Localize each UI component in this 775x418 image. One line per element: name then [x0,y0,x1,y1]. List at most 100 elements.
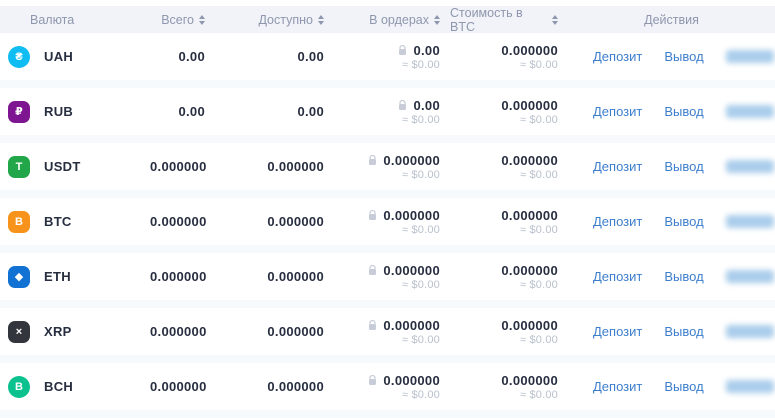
total-value: 0.000000 [150,324,207,339]
actions-cell: Депозит Вывод [568,159,775,174]
actions-cell: Депозит Вывод [568,324,775,339]
blurred-action-button[interactable] [725,325,774,338]
deposit-link[interactable]: Депозит [593,379,643,394]
deposit-link[interactable]: Депозит [593,324,643,339]
eth-icon: ◆ [8,265,30,288]
btc-value-cell: 0.000000 ≈ $0.00 [450,43,568,71]
withdraw-link[interactable]: Вывод [664,104,704,119]
currency-cell: × XRP [0,320,150,343]
wallet-balances-table: Валюта Всего Доступно В ордерах Стоимост… [0,6,775,418]
total-value: 0.000000 [150,159,207,174]
in-orders-cell: 0.00 ≈ $0.00 [334,43,450,71]
total-value: 0.00 [178,104,205,119]
currency-cell: B BCH [0,375,150,398]
btc-icon: B [8,210,30,233]
blurred-action-button[interactable] [725,270,774,283]
in-orders-usd: ≈ $0.00 [401,113,440,126]
sort-icon [199,15,205,25]
deposit-link[interactable]: Депозит [593,104,643,119]
in-orders-usd: ≈ $0.00 [401,223,440,236]
btc-value-usd: ≈ $0.00 [519,388,558,401]
withdraw-link[interactable]: Вывод [664,214,704,229]
total-value: 0.000000 [150,214,207,229]
currency-code: BCH [44,379,74,394]
in-orders-cell: 0.000000 ≈ $0.00 [334,318,450,346]
currency-code: RUB [44,104,74,119]
column-header-in-orders[interactable]: В ордерах [334,13,450,27]
btc-value-usd: ≈ $0.00 [519,58,558,71]
actions-cell: Депозит Вывод [568,379,775,394]
in-orders-value: 0.000000 [383,262,440,278]
withdraw-link[interactable]: Вывод [664,159,704,174]
table-row: T USDT 0.000000 0.000000 0.000000 ≈ $0.0… [0,143,775,198]
sort-icon [318,15,324,25]
table-row: × XRP 0.000000 0.000000 0.000000 ≈ $0.00… [0,308,775,363]
column-header-total-label: Всего [161,13,194,27]
blurred-action-button[interactable] [725,105,774,118]
currency-code: UAH [44,49,74,64]
available-value: 0.000000 [267,379,324,394]
actions-cell: Депозит Вывод [568,49,775,64]
currency-code: XRP [44,324,72,339]
in-orders-value: 0.000000 [383,317,440,333]
bch-icon: B [8,375,30,398]
actions-cell: Депозит Вывод [568,104,775,119]
in-orders-cell: 0.000000 ≈ $0.00 [334,373,450,401]
column-header-available[interactable]: Доступно [215,13,334,27]
in-orders-cell: 0.000000 ≈ $0.00 [334,153,450,181]
withdraw-link[interactable]: Вывод [664,324,704,339]
withdraw-link[interactable]: Вывод [664,379,704,394]
in-orders-usd: ≈ $0.00 [401,388,440,401]
btc-value-usd: ≈ $0.00 [519,113,558,126]
sort-icon [552,15,558,25]
currency-code: USDT [44,159,81,174]
table-row: ₴ UAH 0.00 0.00 0.00 ≈ $0.00 0.000000 ≈ … [0,33,775,88]
btc-value-usd: ≈ $0.00 [519,168,558,181]
lock-icon [368,209,377,221]
btc-value-usd: ≈ $0.00 [519,333,558,346]
column-header-available-label: Доступно [258,13,313,27]
blurred-action-button[interactable] [725,380,774,393]
available-value: 0.000000 [267,269,324,284]
column-header-btc-value-label: Стоимость в BTC [450,6,523,34]
column-header-total[interactable]: Всего [150,13,215,27]
blurred-action-button[interactable] [725,50,774,63]
in-orders-value: 0.000000 [383,372,440,388]
blurred-action-button[interactable] [725,215,774,228]
available-value: 0.000000 [267,159,324,174]
lock-icon [368,319,377,331]
deposit-link[interactable]: Депозит [593,49,643,64]
btc-value-cell: 0.000000 ≈ $0.00 [450,373,568,401]
blurred-action-button[interactable] [725,160,774,173]
withdraw-link[interactable]: Вывод [664,49,704,64]
deposit-link[interactable]: Депозит [593,159,643,174]
total-value: 0.000000 [150,379,207,394]
xrp-icon: × [8,320,30,343]
uah-icon: ₴ [8,45,30,68]
in-orders-value: 0.00 [413,42,440,58]
table-row: ₽ RUB 0.00 0.00 0.00 ≈ $0.00 0.000000 ≈ … [0,88,775,143]
lock-icon [398,99,407,111]
lock-icon [398,44,407,56]
table-header: Валюта Всего Доступно В ордерах Стоимост… [0,6,775,34]
sort-icon [434,15,440,25]
deposit-link[interactable]: Депозит [593,214,643,229]
deposit-link[interactable]: Депозит [593,269,643,284]
btc-value: 0.000000 [501,372,558,388]
btc-value-usd: ≈ $0.00 [519,223,558,236]
column-header-actions: Действия [644,13,699,27]
btc-value: 0.000000 [501,207,558,223]
column-header-btc-value[interactable]: Стоимость в BTC [450,6,568,34]
withdraw-link[interactable]: Вывод [664,269,704,284]
btc-value: 0.000000 [501,152,558,168]
in-orders-cell: 0.00 ≈ $0.00 [334,98,450,126]
currency-code: ETH [44,269,71,284]
currency-cell: T USDT [0,155,150,178]
column-header-currency: Валюта [30,13,75,27]
available-value: 0.000000 [267,214,324,229]
column-header-in-orders-label: В ордерах [369,13,429,27]
in-orders-value: 0.000000 [383,152,440,168]
currency-cell: ◆ ETH [0,265,150,288]
available-value: 0.00 [297,49,324,64]
lock-icon [368,154,377,166]
